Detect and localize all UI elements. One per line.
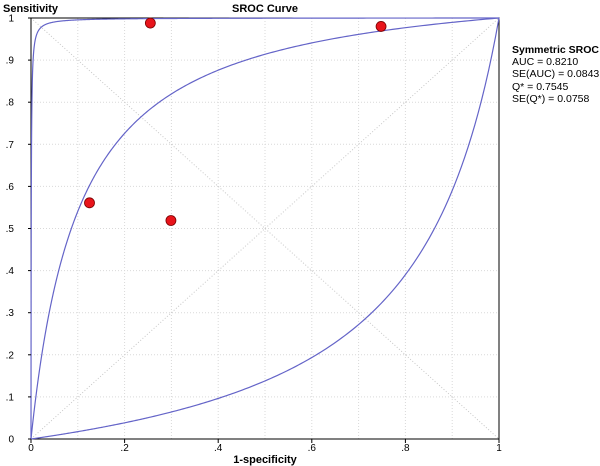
study-point bbox=[84, 197, 95, 209]
y-tick-label: 1 bbox=[8, 14, 14, 25]
x-tick-label: .8 bbox=[401, 443, 410, 454]
y-tick-label: .1 bbox=[6, 392, 15, 403]
y-tick-label: .5 bbox=[6, 224, 15, 235]
study-point bbox=[165, 215, 177, 226]
x-tick-label: .6 bbox=[308, 443, 317, 454]
y-tick-label: .6 bbox=[6, 182, 15, 193]
y-tick-label: .9 bbox=[6, 56, 15, 67]
x-tick-label: .4 bbox=[214, 443, 223, 454]
stat-se-q-star: SE(Q*) = 0.0758 bbox=[512, 92, 590, 105]
x-tick-labels: 0 .2 .4 .6 .8 1 bbox=[28, 439, 502, 454]
x-tick-label: .2 bbox=[120, 443, 129, 454]
y-tick-labels: 0 .1 .2 .3 .4 .5 .6 .7 .8 .9 1 bbox=[6, 14, 31, 446]
stats-header: Symmetric SROC bbox=[512, 44, 599, 56]
x-tick-label: 0 bbox=[28, 443, 34, 454]
y-tick-label: 0 bbox=[8, 435, 14, 446]
data-points bbox=[84, 17, 387, 226]
study-point bbox=[144, 17, 156, 29]
y-tick-label: .3 bbox=[6, 308, 15, 319]
lower-confidence-curve bbox=[30, 17, 500, 440]
grid bbox=[31, 18, 499, 439]
stat-auc: AUC = 0.8210 bbox=[512, 56, 579, 69]
upper-confidence-curve bbox=[30, 17, 499, 439]
study-point bbox=[375, 21, 387, 32]
y-tick-label: .4 bbox=[6, 266, 15, 277]
stat-q-star: Q* = 0.7545 bbox=[512, 80, 569, 93]
y-axis-label: Sensitivity bbox=[3, 3, 59, 15]
chart-title: SROC Curve bbox=[232, 3, 298, 15]
x-axis-label: 1-specificity bbox=[233, 454, 297, 466]
stat-se-auc: SE(AUC) = 0.0843 bbox=[512, 68, 600, 81]
x-tick-label: 1 bbox=[496, 443, 502, 454]
y-tick-label: .2 bbox=[6, 350, 15, 361]
curves bbox=[30, 17, 500, 440]
y-tick-label: .8 bbox=[6, 98, 15, 109]
sroc-curve bbox=[30, 17, 500, 440]
y-tick-label: .7 bbox=[6, 140, 15, 151]
sroc-statistics: Symmetric SROC AUC = 0.8210 SE(AUC) = 0.… bbox=[512, 44, 599, 105]
